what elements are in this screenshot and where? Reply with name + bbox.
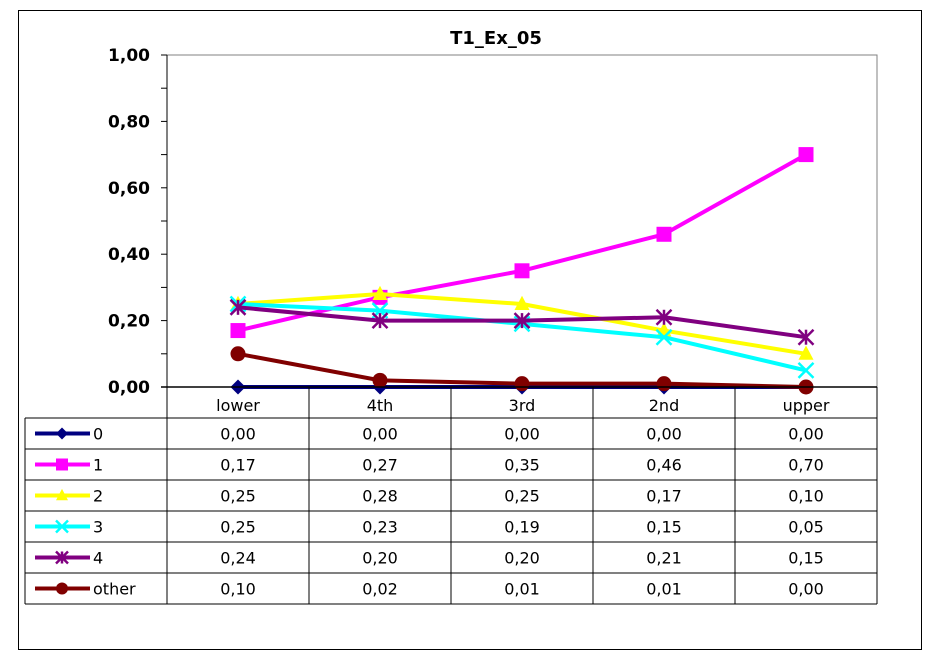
x-tick-label: 3rd [509,396,536,415]
table-cell: 0,35 [504,456,540,475]
data-point [513,312,531,329]
legend-label: 0 [93,425,103,444]
table-cell: 0,25 [220,518,256,537]
data-point [797,362,815,379]
table-cell: 0,25 [504,487,540,506]
data-point [655,308,673,326]
data-point [230,346,246,362]
table-cell: 0,21 [646,549,682,568]
y-tick-label: 0,80 [108,112,150,132]
table-cell: 0,19 [504,518,540,537]
table-cell: 0,00 [788,580,824,599]
table-cell: 0,17 [220,456,256,475]
x-tick-label: 2nd [649,396,679,415]
data-point [797,328,815,346]
data-point [798,345,814,360]
y-tick-label: 0,40 [108,245,150,265]
series-layer [229,147,815,395]
table-cell: 0,20 [362,549,398,568]
table-cell: 0,01 [504,580,540,599]
table-cell: 0,70 [788,456,824,475]
data-point [230,323,246,339]
y-tick-label: 0,20 [108,312,150,332]
legend-label: 1 [93,456,103,475]
data-point [372,285,388,301]
data-point [656,226,672,242]
legend-key-0 [35,427,90,440]
table-cell: 0,10 [788,487,824,506]
legend-key-2 [35,488,90,501]
legend-key-1 [35,458,90,471]
table-cell: 0,23 [362,518,398,537]
data-point [514,263,530,279]
legend-label: 2 [93,487,103,506]
table-cell: 0,02 [362,580,398,599]
table-cell: 0,20 [504,549,540,568]
y-tick-label: 0,00 [108,378,150,398]
data-point [229,298,247,316]
table-cell: 0,01 [646,580,682,599]
table-cell: 0,25 [220,487,256,506]
legend-key-4 [35,550,90,565]
data-point [372,372,388,388]
x-tick-label: upper [783,396,830,415]
data-point [514,376,530,392]
table-cell: 0,00 [504,425,540,444]
data-point [798,147,814,163]
y-tick-label: 1,00 [108,46,150,66]
chart-title: T1_Ex_05 [450,28,542,49]
x-tick-label: lower [216,396,260,415]
table-cell: 0,24 [220,549,256,568]
table-cell: 0,05 [788,518,824,537]
data-point [371,312,389,329]
table-cell: 0,00 [788,425,824,444]
table-cell: 0,00 [646,425,682,444]
axes: 0,00 0,20 0,40 0,60 0,80 1,00 [108,46,878,398]
data-table: lower 4th 3rd 2nd upper 0 0,00 0,00 0,00 0,00 0,00… [24,386,878,605]
plot-area [166,54,878,388]
table-cell: 0,10 [220,580,256,599]
data-point [514,295,530,310]
table-cell: 0,17 [646,487,682,506]
table-cell: 0,27 [362,456,398,475]
data-point [655,328,673,346]
x-tick-label: 4th [367,396,394,415]
table-cell: 0,00 [362,425,398,444]
y-tick-label: 0,60 [108,179,150,199]
table-cell: 0,28 [362,487,398,506]
table-cell: 0,46 [646,456,682,475]
legend-key-3 [35,519,90,534]
table-cell: 0,15 [788,549,824,568]
table-cell: 0,00 [220,425,256,444]
table-cell: 0,15 [646,518,682,537]
series-4 [229,298,815,346]
legend-key-other [35,582,90,595]
line-chart: T1_Ex_05 0,00 0,20 0,40 0,60 0,80 1,00 lower 4… [24,28,878,605]
legend-label: 3 [93,518,103,537]
data-point [656,376,672,392]
legend-label: other [93,580,136,599]
legend-label: 4 [93,549,103,568]
